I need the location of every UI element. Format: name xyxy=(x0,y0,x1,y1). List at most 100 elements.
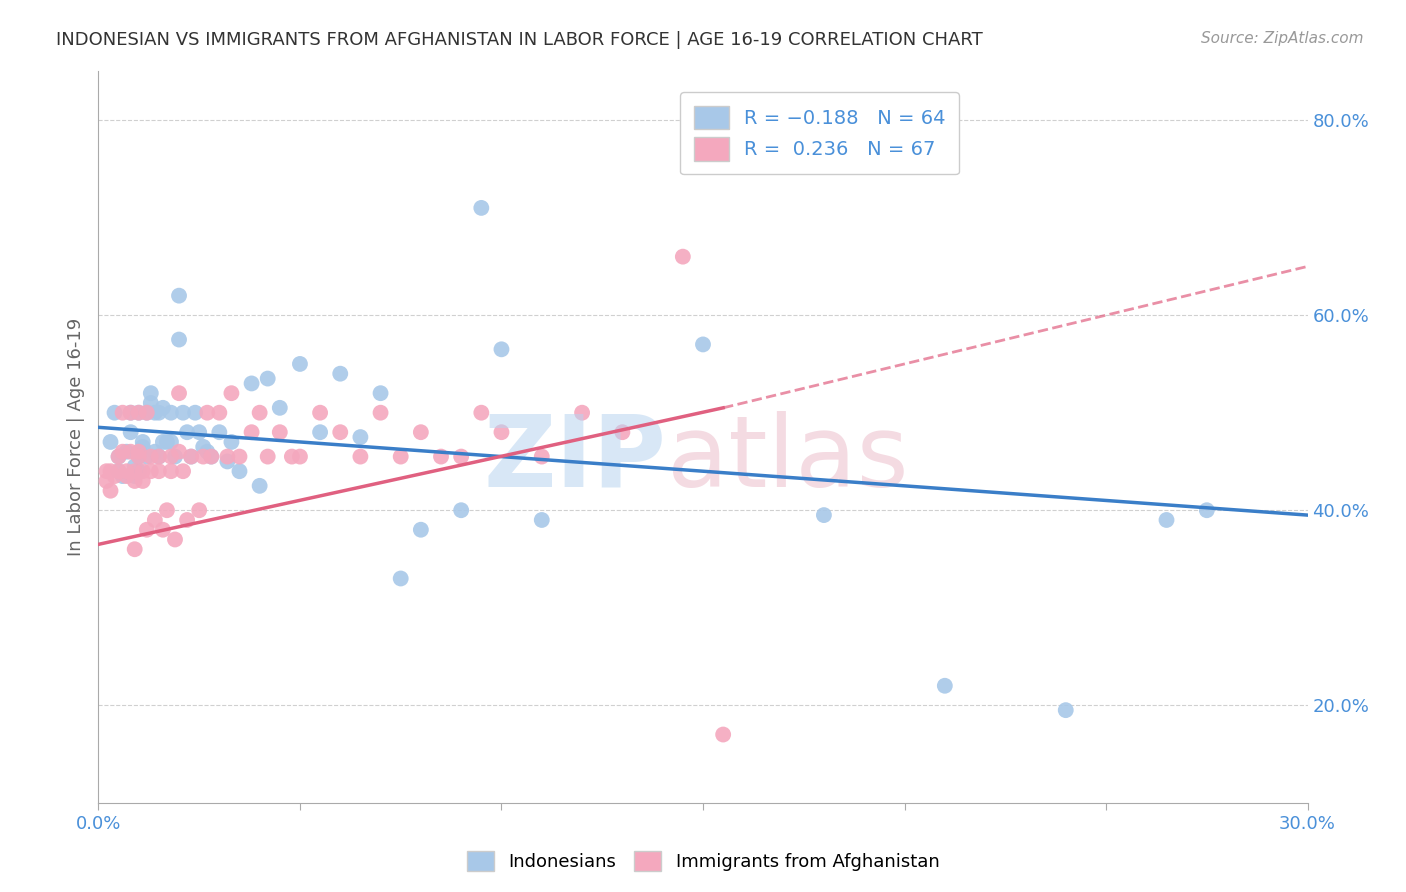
Point xyxy=(813,508,835,522)
Point xyxy=(491,343,513,357)
Point xyxy=(1195,503,1218,517)
Point xyxy=(491,425,513,440)
Point xyxy=(249,479,271,493)
Point xyxy=(132,434,155,449)
Point xyxy=(128,450,150,464)
Point xyxy=(711,727,734,741)
Point xyxy=(409,425,432,440)
Point xyxy=(180,450,202,464)
Point xyxy=(124,464,146,478)
Point xyxy=(124,469,146,483)
Point xyxy=(107,450,129,464)
Point xyxy=(217,454,239,468)
Point xyxy=(571,406,593,420)
Point xyxy=(256,371,278,385)
Point xyxy=(240,425,263,440)
Point xyxy=(269,425,291,440)
Text: Source: ZipAtlas.com: Source: ZipAtlas.com xyxy=(1201,31,1364,46)
Point xyxy=(128,406,150,420)
Point xyxy=(530,450,553,464)
Point xyxy=(221,434,243,449)
Point xyxy=(389,450,412,464)
Point xyxy=(269,401,291,415)
Point xyxy=(120,444,142,458)
Point xyxy=(107,464,129,478)
Point xyxy=(111,469,134,483)
Point xyxy=(135,523,157,537)
Point xyxy=(128,464,150,478)
Point xyxy=(329,425,352,440)
Point xyxy=(132,440,155,454)
Point xyxy=(124,459,146,474)
Point xyxy=(135,406,157,420)
Point xyxy=(195,406,218,420)
Point xyxy=(208,425,231,440)
Point xyxy=(450,450,472,464)
Point xyxy=(139,450,162,464)
Point xyxy=(107,464,129,478)
Point xyxy=(176,513,198,527)
Point xyxy=(107,450,129,464)
Point xyxy=(139,396,162,410)
Point xyxy=(450,503,472,517)
Point xyxy=(309,406,332,420)
Point xyxy=(152,523,174,537)
Point xyxy=(188,503,211,517)
Point xyxy=(96,464,118,478)
Point xyxy=(470,406,492,420)
Text: INDONESIAN VS IMMIGRANTS FROM AFGHANISTAN IN LABOR FORCE | AGE 16-19 CORRELATION: INDONESIAN VS IMMIGRANTS FROM AFGHANISTA… xyxy=(56,31,983,49)
Point xyxy=(470,201,492,215)
Point xyxy=(124,542,146,557)
Point xyxy=(288,357,311,371)
Point xyxy=(143,513,166,527)
Point xyxy=(167,333,190,347)
Point xyxy=(612,425,634,440)
Text: atlas: atlas xyxy=(666,410,908,508)
Point xyxy=(160,450,183,464)
Point xyxy=(148,450,170,464)
Point xyxy=(389,572,412,586)
Point xyxy=(115,464,138,478)
Point xyxy=(135,450,157,464)
Point xyxy=(163,450,186,464)
Point xyxy=(530,513,553,527)
Point xyxy=(160,406,183,420)
Point xyxy=(148,450,170,464)
Point xyxy=(1054,703,1077,717)
Point xyxy=(115,444,138,458)
Point xyxy=(184,406,207,420)
Point xyxy=(370,386,392,401)
Point xyxy=(172,406,194,420)
Point xyxy=(281,450,304,464)
Point xyxy=(143,444,166,458)
Point xyxy=(370,406,392,420)
Point xyxy=(152,401,174,415)
Point xyxy=(934,679,956,693)
Point xyxy=(409,523,432,537)
Point xyxy=(124,474,146,488)
Y-axis label: In Labor Force | Age 16-19: In Labor Force | Age 16-19 xyxy=(66,318,84,557)
Point xyxy=(143,406,166,420)
Point xyxy=(132,474,155,488)
Point xyxy=(249,406,271,420)
Point xyxy=(692,337,714,351)
Point xyxy=(329,367,352,381)
Point xyxy=(103,406,125,420)
Point xyxy=(139,386,162,401)
Point xyxy=(167,386,190,401)
Point xyxy=(200,450,222,464)
Point xyxy=(128,450,150,464)
Point xyxy=(167,288,190,302)
Legend: Indonesians, Immigrants from Afghanistan: Indonesians, Immigrants from Afghanistan xyxy=(460,844,946,879)
Point xyxy=(193,440,215,454)
Point xyxy=(148,464,170,478)
Point xyxy=(167,444,190,458)
Point xyxy=(132,464,155,478)
Point xyxy=(103,469,125,483)
Point xyxy=(193,450,215,464)
Point xyxy=(139,464,162,478)
Point xyxy=(208,406,231,420)
Point xyxy=(672,250,695,264)
Point xyxy=(111,444,134,458)
Point xyxy=(120,425,142,440)
